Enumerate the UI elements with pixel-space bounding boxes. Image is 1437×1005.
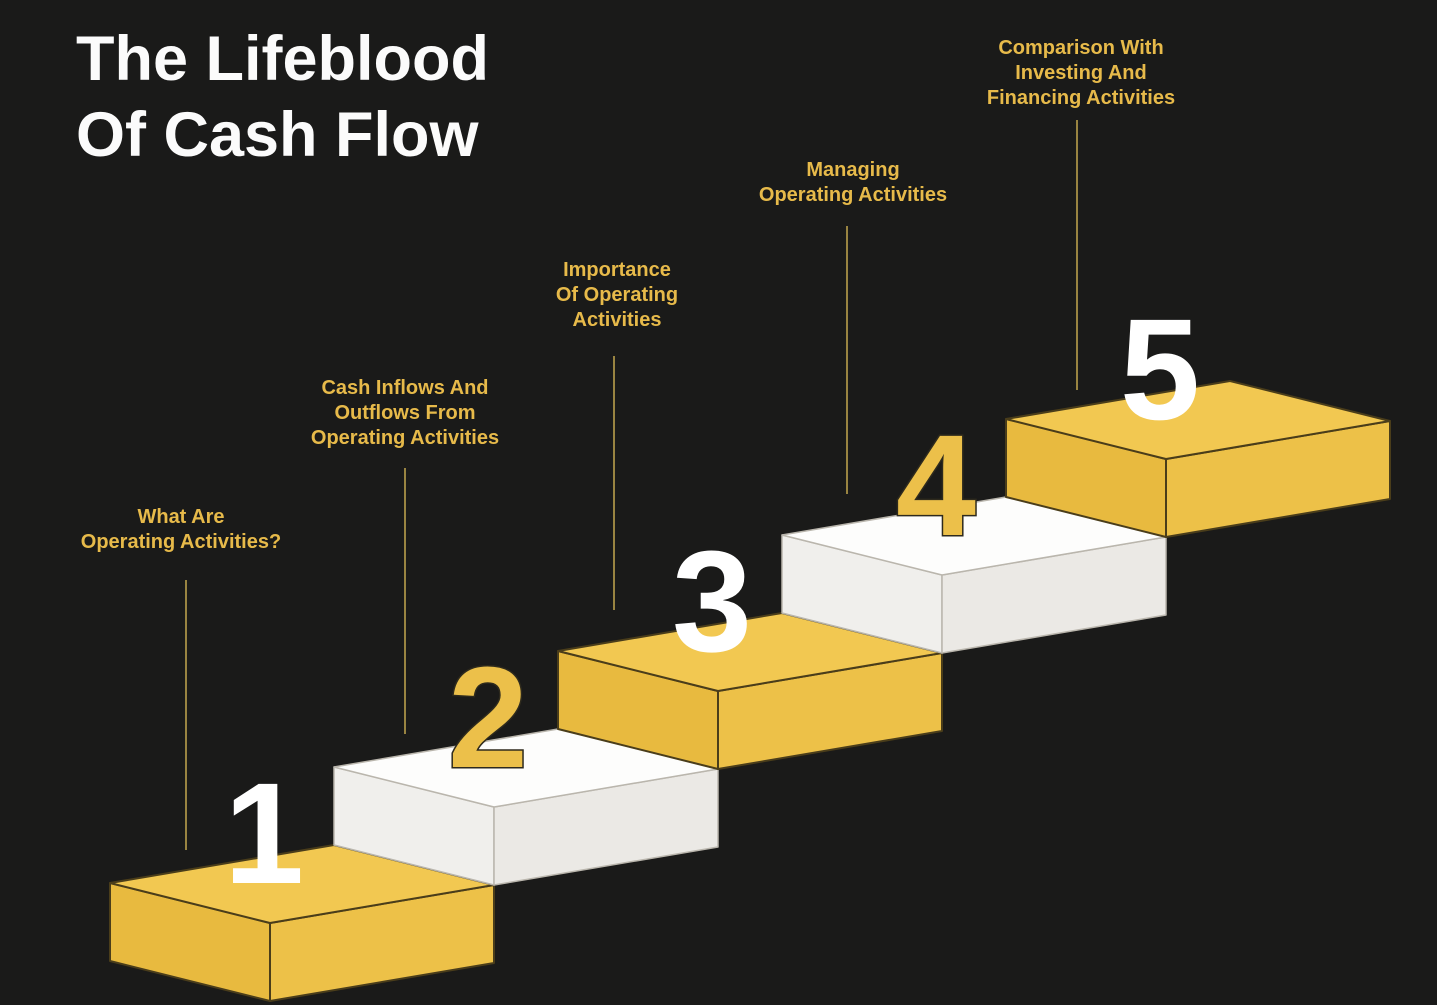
step-4-connector-line bbox=[846, 226, 848, 494]
step-3-callout: Importance Of Operating Activities bbox=[467, 258, 767, 333]
page-title: The Lifeblood Of Cash Flow bbox=[76, 24, 489, 170]
step-3-connector-line bbox=[613, 356, 615, 610]
step-number-1: 1 bbox=[224, 753, 304, 914]
step-3-label: Importance Of Operating Activities bbox=[555, 259, 679, 331]
step-box-2 bbox=[333, 728, 719, 886]
step-box-1 bbox=[109, 844, 495, 1002]
step-box-3 bbox=[557, 612, 943, 770]
step-box-4 bbox=[781, 496, 1167, 654]
step-number-4: 4 bbox=[896, 405, 976, 566]
step-4-label: Managing Operating Activities bbox=[758, 159, 948, 206]
step-number-3: 3 bbox=[672, 521, 752, 682]
step-2-connector-line bbox=[404, 468, 406, 734]
step-box-5 bbox=[1005, 380, 1391, 538]
step-5-label: Comparison With Investing And Financing … bbox=[986, 37, 1176, 109]
step-5-connector-line bbox=[1076, 120, 1078, 390]
step-4-callout: Managing Operating Activities bbox=[703, 158, 1003, 208]
step-5-callout: Comparison With Investing And Financing … bbox=[931, 36, 1231, 111]
step-2-callout: Cash Inflows And Outflows From Operating… bbox=[255, 376, 555, 451]
step-2-label: Cash Inflows And Outflows From Operating… bbox=[310, 377, 500, 449]
step-1-callout: What Are Operating Activities? bbox=[31, 505, 331, 555]
step-number-2: 2 bbox=[448, 637, 528, 798]
step-5-top-face bbox=[1005, 380, 1391, 460]
step-1-label: What Are Operating Activities? bbox=[80, 506, 282, 553]
step-1-connector-line bbox=[185, 580, 187, 850]
step-number-5: 5 bbox=[1120, 289, 1200, 450]
